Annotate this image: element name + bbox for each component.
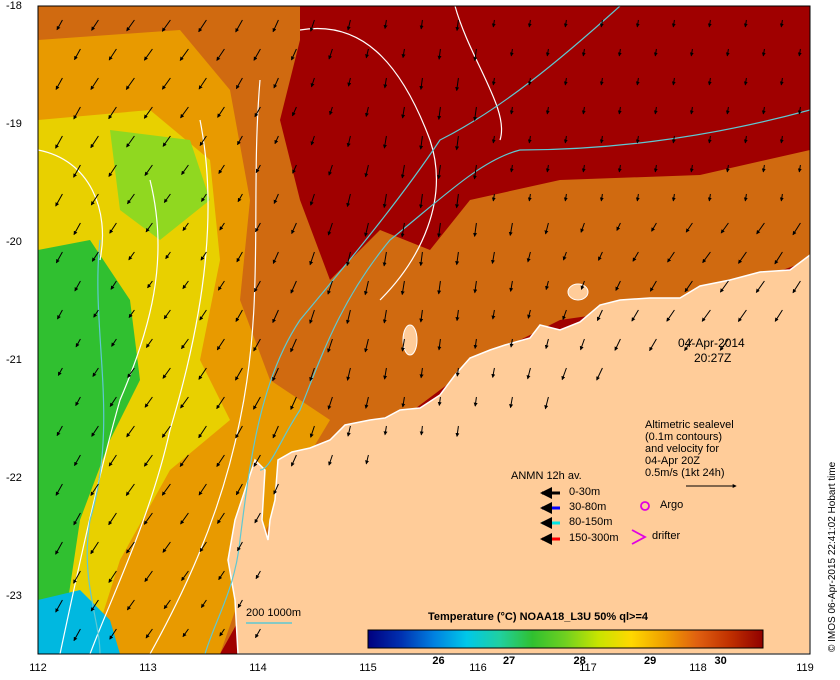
lon-tick: 114: [249, 662, 267, 674]
anmn-legend-label: 150-300m: [569, 532, 619, 544]
lon-tick: 115: [359, 662, 377, 674]
lon-tick: 113: [139, 662, 157, 674]
credit-text: © IMOS 06-Apr-2015 22:41:02 Hobart time: [827, 461, 838, 652]
lon-tick: 116: [469, 662, 487, 674]
land-mass: [227, 254, 810, 654]
lat-tick: -22: [6, 472, 22, 484]
altimetry-line: (0.1m contours): [645, 431, 723, 443]
lat-tick: -21: [6, 354, 22, 366]
lon-tick: 117: [579, 662, 597, 674]
lon-tick: 112: [29, 662, 47, 674]
altimetry-line: 04-Apr 20Z: [645, 455, 701, 467]
colorbar-tick-label: 26: [432, 655, 445, 667]
argo-marker: [640, 501, 650, 511]
anmn-legend-label: 30-80m: [569, 501, 607, 513]
anmn-legend-arrows: [540, 487, 560, 545]
map-frame: [37, 5, 811, 655]
lat-tick: -20: [6, 236, 22, 248]
sealevel-contours: [38, 6, 503, 654]
colorbar: [367, 629, 764, 649]
drifter-marker: [631, 529, 647, 545]
colorbar-title: Temperature (°C) NOAA18_L3U 50% ql>=4: [428, 611, 648, 623]
colorbar-tick-label: 29: [644, 655, 657, 667]
anmn-legend-label: 80-150m: [569, 516, 613, 528]
colorbar-tick-label: 28: [573, 655, 586, 667]
island: [567, 283, 589, 301]
lon-tick: 118: [689, 662, 707, 674]
timestamp-date: 04-Apr-2014: [678, 336, 745, 350]
altimetry-line: and velocity for: [645, 443, 719, 455]
anmn-legend-label: 0-30m: [569, 486, 601, 498]
lat-tick: -18: [6, 0, 22, 12]
altimetry-line: Altimetric sealevel: [645, 419, 734, 431]
lon-tick: 119: [796, 662, 814, 674]
drifter-label: drifter: [652, 530, 681, 542]
argo-label: Argo: [660, 499, 684, 511]
velocity-arrows: [55, 19, 802, 642]
colorbar-tick-label: 27: [502, 655, 516, 667]
lat-tick: -19: [6, 118, 22, 130]
timestamp-time: 20:27Z: [694, 351, 732, 365]
colorbar-tick-label: 30: [714, 655, 727, 667]
anmn-legend-title: ANMN 12h av.: [511, 470, 582, 482]
island: [402, 324, 418, 356]
ocean-lime-patch: [110, 130, 210, 240]
altimetry-line: 0.5m/s (1kt 24h): [645, 467, 725, 479]
lat-tick: -23: [6, 590, 22, 602]
bathy-legend-label: 200 1000m: [246, 607, 302, 619]
